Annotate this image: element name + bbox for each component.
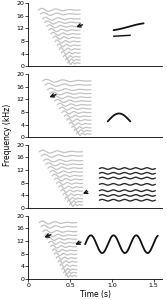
X-axis label: Time (s): Time (s) [80,290,111,298]
Text: Frequency (kHz): Frequency (kHz) [3,104,12,166]
